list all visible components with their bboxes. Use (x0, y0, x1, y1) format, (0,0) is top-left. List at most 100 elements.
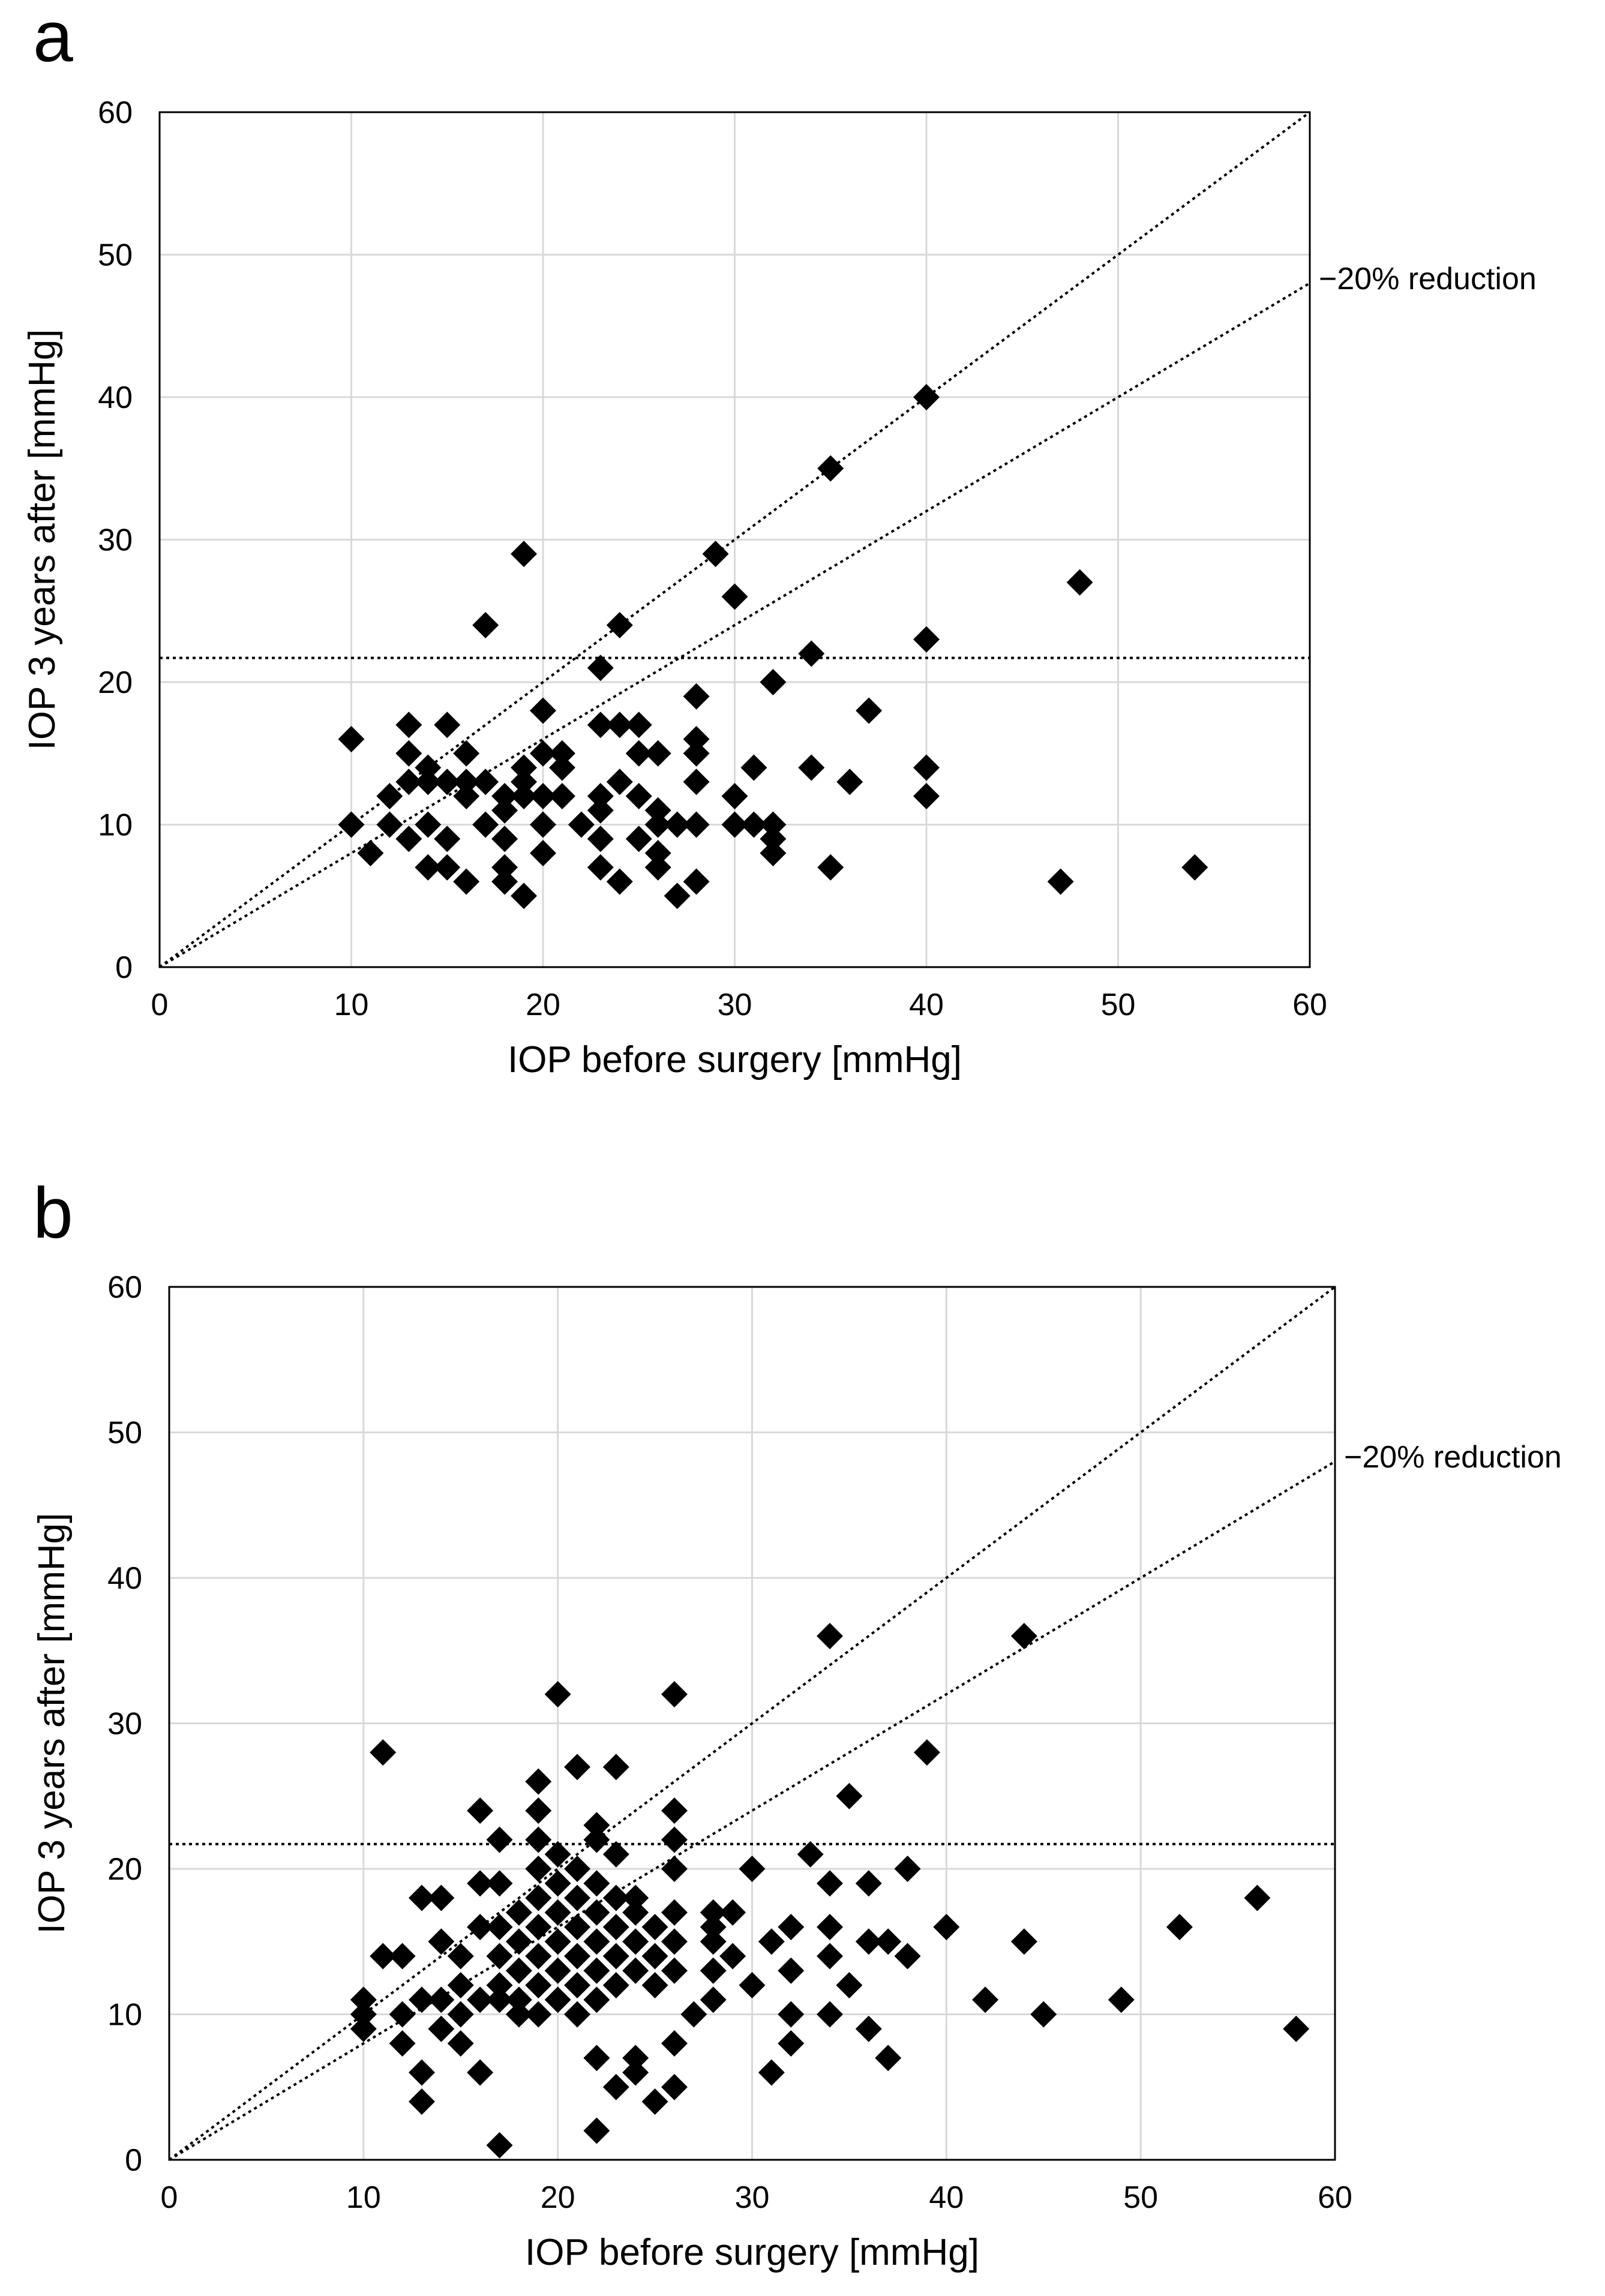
panel-label-b: b (33, 1173, 73, 1253)
data-point (855, 1870, 882, 1897)
data-point (778, 1957, 805, 1984)
panel-label-a: a (33, 0, 73, 77)
x-tick-label: 60 (1318, 2180, 1352, 2215)
data-point (548, 754, 575, 781)
data-point (721, 783, 748, 809)
data-point (525, 1856, 552, 1882)
data-point (894, 1856, 921, 1882)
data-point (625, 740, 652, 767)
data-point (544, 1870, 571, 1897)
data-point (525, 1768, 552, 1795)
y-tick-label: 50 (107, 1416, 142, 1451)
y-tick-label: 40 (107, 1561, 142, 1596)
data-point (583, 1812, 610, 1839)
data-point (408, 1986, 435, 2013)
data-point (434, 826, 461, 853)
data-point (544, 1841, 571, 1868)
data-point (661, 1681, 688, 1707)
data-point (721, 811, 748, 838)
data-point (760, 826, 787, 853)
data-point (453, 868, 480, 895)
y-tick-label: 30 (107, 1707, 142, 1742)
plot-frame (168, 1286, 1336, 2161)
data-point (447, 1943, 474, 1970)
data-point (683, 683, 710, 710)
data-point (760, 811, 787, 838)
data-point (664, 811, 691, 838)
data-point (661, 1797, 688, 1824)
data-point (683, 726, 710, 752)
data-point (525, 1884, 552, 1911)
data-point (836, 1782, 863, 1809)
data-point (453, 783, 480, 809)
data-point (447, 2030, 474, 2057)
x-tick-label: 10 (346, 2180, 381, 2215)
data-point (415, 811, 442, 838)
data-point (641, 1914, 668, 1940)
data-point (644, 740, 671, 767)
data-point (972, 1986, 999, 2013)
data-point (622, 2045, 649, 2072)
data-point (622, 1928, 649, 1955)
data-point (1010, 1928, 1037, 1955)
data-point (817, 854, 844, 881)
data-point (505, 1928, 532, 1955)
data-point (644, 854, 671, 881)
data-point (583, 1928, 610, 1955)
data-point (525, 1943, 552, 1970)
data-point (758, 1928, 785, 1955)
data-point (530, 840, 556, 866)
data-point (587, 712, 614, 739)
data-point (702, 541, 729, 568)
data-point (625, 783, 652, 809)
y-axis-title-b: IOP 3 years after [mmHg] (31, 1513, 73, 1934)
data-point (583, 2117, 610, 2144)
data-point (395, 826, 422, 853)
y-tick-label: 20 (107, 1852, 142, 1887)
data-point (583, 1986, 610, 2013)
data-point (700, 1928, 727, 1955)
data-point (389, 1943, 416, 1970)
data-point (564, 1754, 591, 1781)
data-point (817, 1914, 844, 1940)
data-point (1047, 868, 1074, 895)
data-point (415, 754, 442, 781)
x-tick-label: 30 (718, 988, 752, 1022)
data-point (817, 1870, 844, 1897)
data-point (664, 883, 691, 910)
data-point (486, 1914, 513, 1940)
x-tick-label: 50 (1123, 2180, 1158, 2215)
data-point (548, 740, 575, 767)
data-point (602, 1972, 629, 1998)
data-point (758, 2059, 785, 2086)
y-tick-label: 50 (98, 238, 133, 273)
data-point (778, 2001, 805, 2028)
data-point (486, 2132, 513, 2159)
x-tick-label: 60 (1292, 988, 1327, 1022)
data-point (389, 2030, 416, 2057)
data-point (472, 612, 499, 638)
data-point (798, 640, 825, 667)
data-point (491, 797, 518, 824)
data-point (505, 1986, 532, 2013)
data-point (683, 868, 710, 895)
data-point (434, 769, 461, 796)
data-point (505, 2001, 532, 2028)
data-point (875, 1928, 902, 1955)
x-tick-label: 30 (735, 2180, 770, 2215)
data-point (933, 1914, 960, 1940)
data-point (587, 655, 614, 682)
data-point (778, 2030, 805, 2057)
data-point (778, 1914, 805, 1940)
reduction-line-label-b: −20% reduction (1344, 1440, 1562, 1475)
data-point (350, 1986, 377, 2013)
data-point (700, 1957, 727, 1984)
data-point (583, 2045, 610, 2072)
data-point (428, 1928, 455, 1955)
data-point (606, 712, 633, 739)
chart-panel-b: b IOP before surgery [mmHg] IOP 3 years … (31, 1173, 1562, 2273)
data-point (913, 1739, 940, 1766)
data-point (447, 1972, 474, 1998)
data-point (530, 811, 556, 838)
